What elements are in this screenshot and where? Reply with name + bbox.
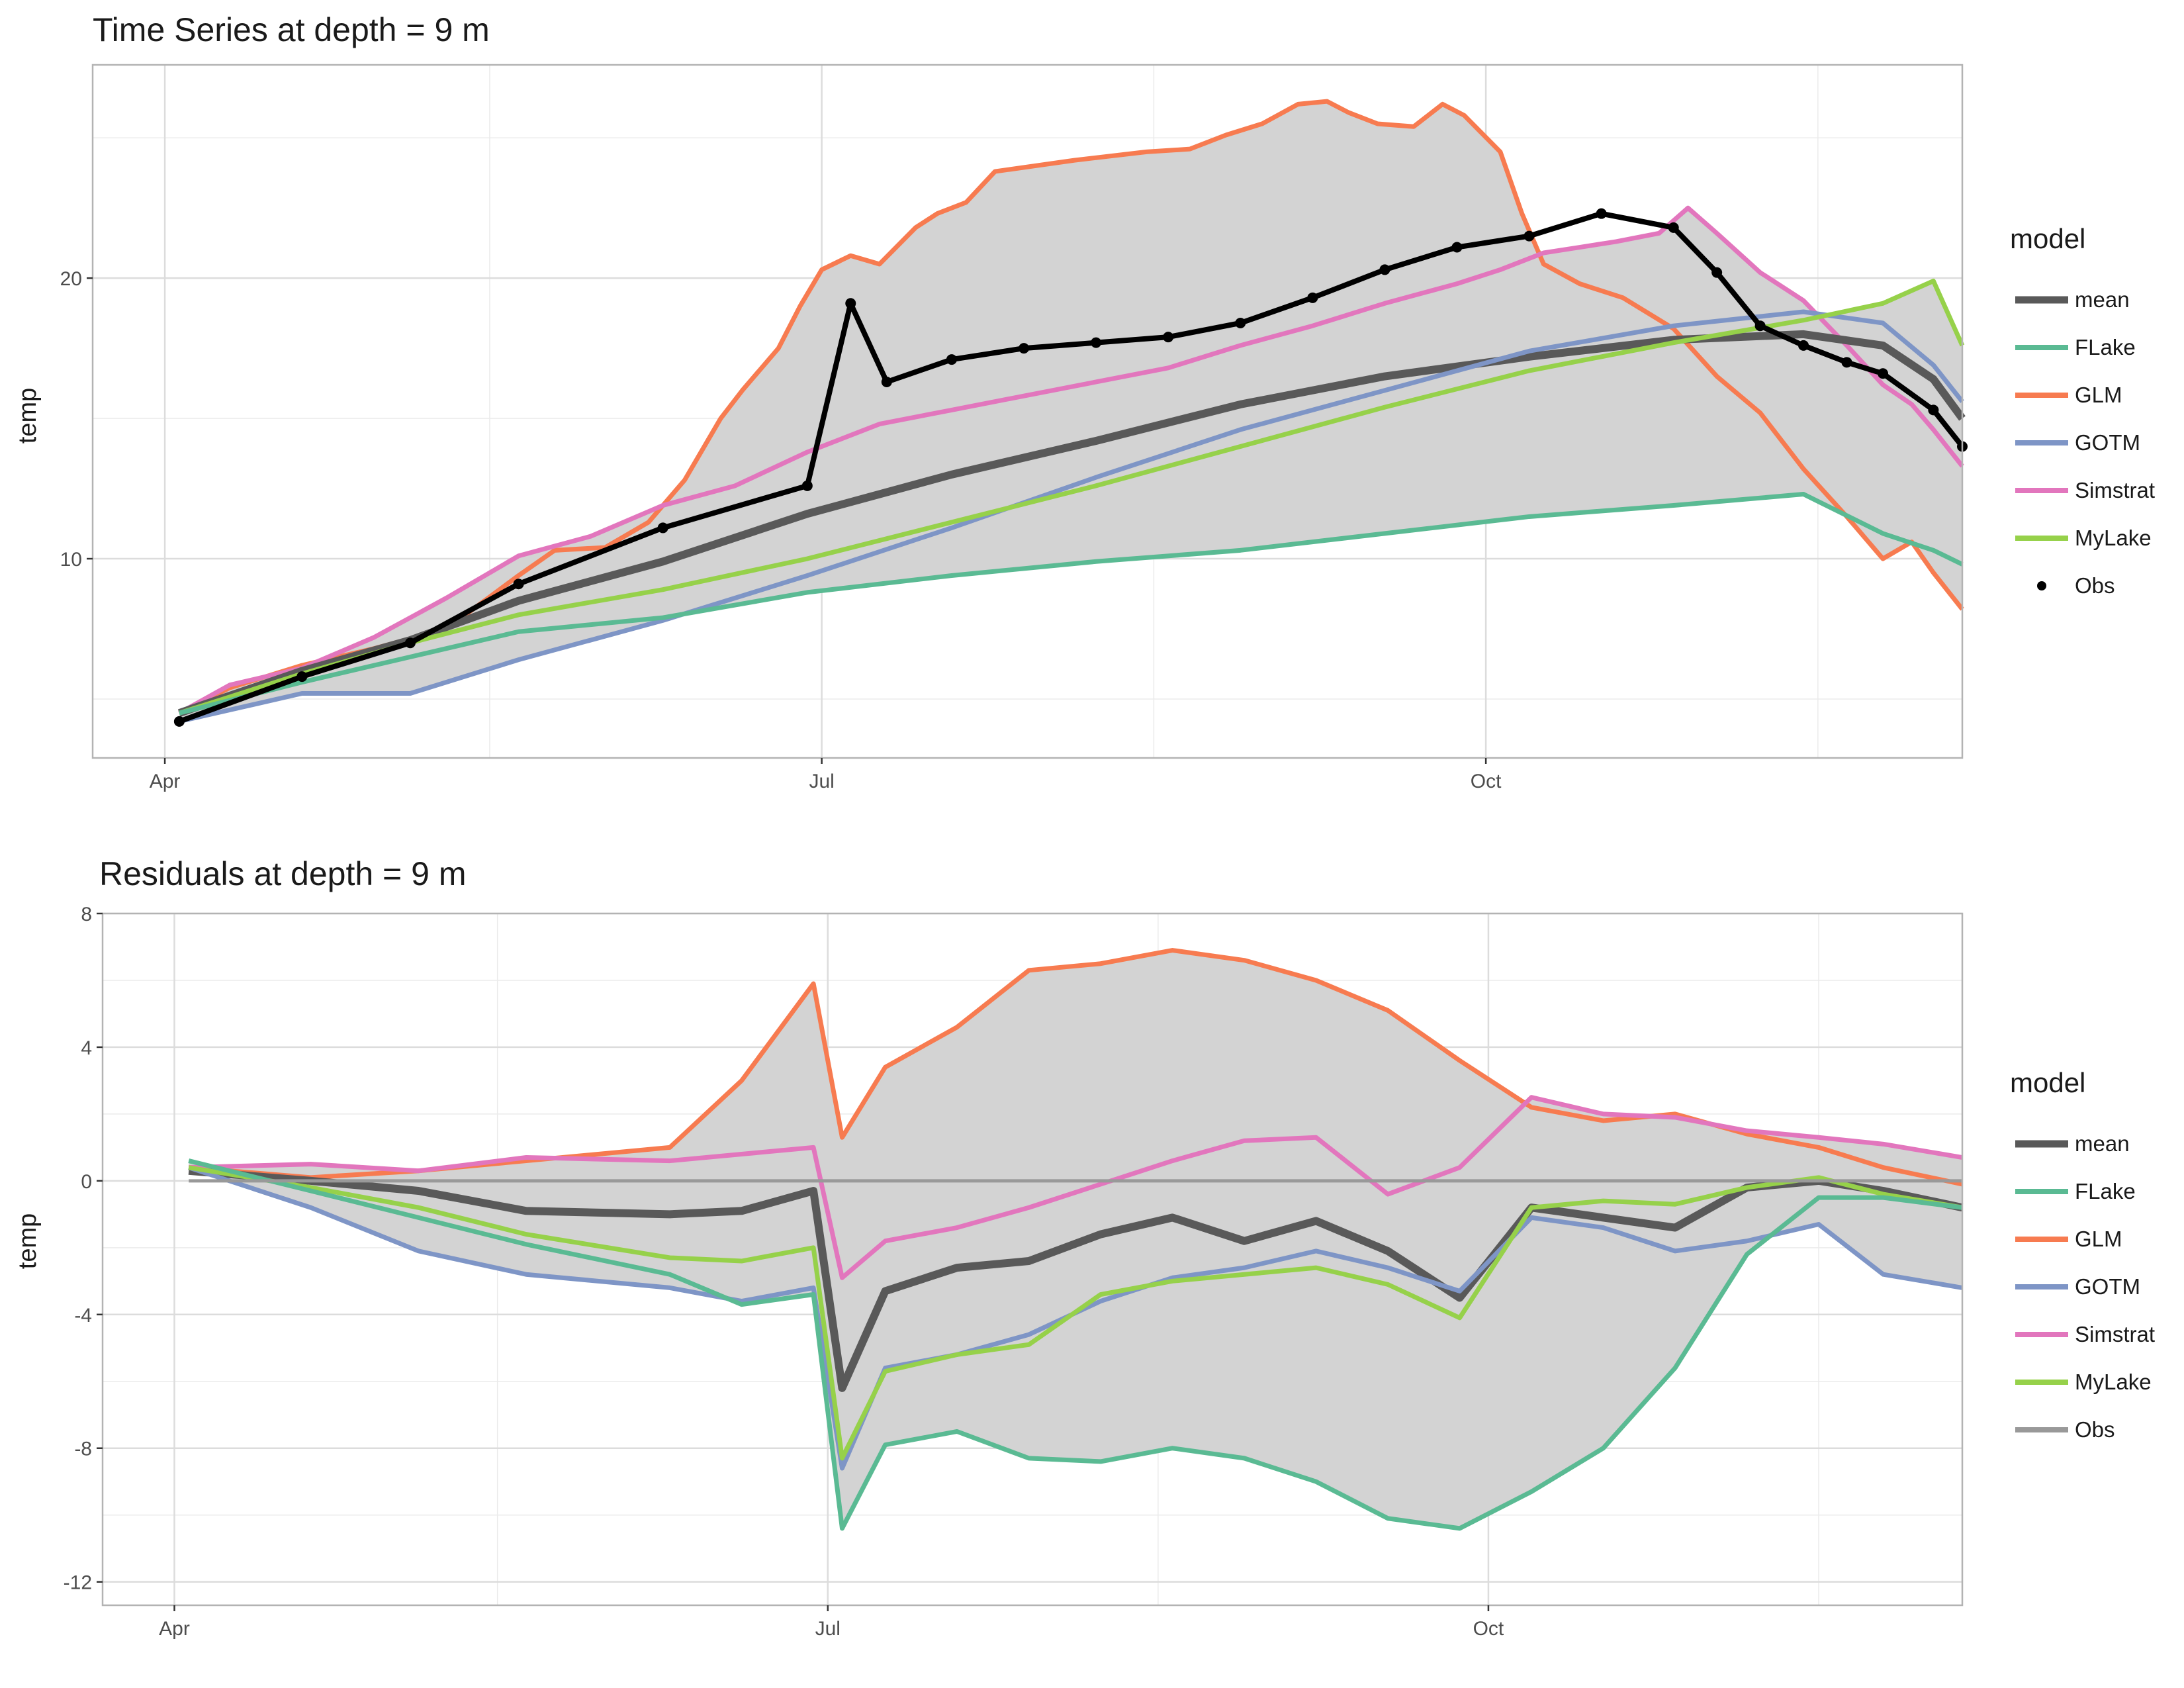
obs-point <box>1451 242 1463 253</box>
legend-label: MyLake <box>2075 526 2152 550</box>
obs-point <box>881 376 892 387</box>
top-panel-border <box>91 64 1964 759</box>
obs-point <box>1754 320 1766 332</box>
legend-label: Simstrat <box>2075 1322 2155 1346</box>
y-axis-label: temp <box>14 1213 42 1269</box>
series-line-mean <box>188 1166 1964 1392</box>
y-tick-label: 8 <box>81 904 92 925</box>
obs-point <box>1596 208 1607 219</box>
series-line-gotm <box>179 309 1964 724</box>
chart-title: Time Series at depth = 9 m <box>93 11 490 48</box>
legend-item-mean: mean <box>2015 287 2130 312</box>
legend-item-mylake: MyLake <box>2015 526 2152 550</box>
obs-point <box>513 579 524 590</box>
obs-point <box>1878 368 1889 379</box>
residuals-chart: Residuals at depth = 9 m temp 8 4 0 -4 -8 -12… <box>14 855 2155 1640</box>
obs-point <box>296 671 308 682</box>
legend-item-glm: GLM <box>2015 383 2122 407</box>
legend-title: model <box>2010 1067 2085 1098</box>
x-tick-label: Jul <box>815 1618 841 1640</box>
chart-title: Residuals at depth = 9 m <box>99 855 467 892</box>
obs-point <box>1668 222 1679 233</box>
x-tick-label: Apr <box>159 1618 190 1640</box>
obs-point <box>404 637 416 649</box>
obs-point <box>657 522 668 534</box>
legend-label: GLM <box>2075 1227 2122 1251</box>
bottom-panel-border <box>101 912 1964 1607</box>
legend-label: FLake <box>2075 1179 2136 1203</box>
legend-label: mean <box>2075 287 2130 312</box>
obs-point <box>1163 332 1174 343</box>
obs-point <box>1711 267 1723 278</box>
legend-item-simstrat: Simstrat <box>2015 478 2155 502</box>
obs-point <box>1307 292 1318 303</box>
legend-label: mean <box>2075 1131 2130 1156</box>
series-line-mylake <box>188 1165 1963 1461</box>
obs-point <box>1798 340 1809 351</box>
top-legend: model mean FLake GLM GOTM Simstrat MyLake Obs <box>2010 223 2155 598</box>
legend-label: Obs <box>2075 1417 2115 1442</box>
ensemble-range-ribbon <box>189 950 1962 1528</box>
obs-point <box>1379 264 1390 275</box>
legend-item-mylake: MyLake <box>2015 1370 2152 1394</box>
legend-item-flake: FLake <box>2015 335 2136 359</box>
legend-item-simstrat: Simstrat <box>2015 1322 2155 1346</box>
obs-point <box>801 480 813 491</box>
legend-label: GOTM <box>2075 430 2140 455</box>
legend-item-gotm: GOTM <box>2015 430 2140 455</box>
series-line-obs <box>178 211 1965 724</box>
series-line-mean <box>177 330 1966 717</box>
obs-point <box>1019 343 1030 354</box>
legend-label: FLake <box>2075 335 2136 359</box>
y-tick-label: -8 <box>74 1438 92 1460</box>
obs-point <box>946 354 957 365</box>
legend-label: GLM <box>2075 383 2122 407</box>
y-tick-label: 20 <box>60 268 82 290</box>
y-tick-label: 10 <box>60 549 82 571</box>
time-series-panel: Time Series at depth = 9 m temp 10 20 Apr J… <box>14 11 2155 792</box>
legend-item-glm: GLM <box>2015 1227 2122 1251</box>
time-series-chart: Time Series at depth = 9 m temp 10 20 Apr J… <box>14 11 2155 792</box>
obs-point <box>173 716 185 727</box>
ensemble-range-ribbon <box>179 101 1963 722</box>
y-tick-label: -4 <box>74 1305 92 1327</box>
x-tick-label: Oct <box>1471 771 1502 792</box>
obs-point <box>1841 357 1852 368</box>
y-tick-label: 4 <box>81 1037 92 1059</box>
x-tick-label: Apr <box>150 771 181 792</box>
obs-point <box>1235 317 1246 328</box>
legend-label: Obs <box>2075 573 2115 598</box>
series-line-simstrat <box>178 205 1964 716</box>
x-tick-label: Oct <box>1473 1618 1504 1640</box>
legend-item-obs: Obs <box>2015 1417 2115 1442</box>
legend-title: model <box>2010 223 2085 254</box>
series-line-flake <box>179 492 1964 716</box>
y-tick-label: 0 <box>81 1171 92 1193</box>
legend-key-point <box>2037 581 2046 590</box>
bottom-legend: model mean FLake GLM GOTM Simstrat MyLake Obs <box>2010 1067 2155 1442</box>
series-line-simstrat <box>189 1095 1963 1280</box>
x-tick-label: Jul <box>809 771 834 792</box>
obs-point <box>1524 230 1535 242</box>
obs-point <box>845 298 856 309</box>
legend-item-gotm: GOTM <box>2015 1274 2140 1299</box>
legend-item-flake: FLake <box>2015 1179 2136 1203</box>
y-tick-label: -12 <box>64 1572 92 1594</box>
legend-label: Simstrat <box>2075 478 2155 502</box>
obs-point <box>1091 337 1102 348</box>
y-axis-label: temp <box>14 388 42 444</box>
series-line-glm <box>178 99 1964 716</box>
legend-label: MyLake <box>2075 1370 2152 1394</box>
legend-label: GOTM <box>2075 1274 2140 1299</box>
legend-item-mean: mean <box>2015 1131 2130 1156</box>
series-line-flake <box>188 1158 1963 1531</box>
obs-point <box>1928 404 1939 416</box>
legend-item-obs: Obs <box>2037 573 2115 598</box>
residuals-panel: Residuals at depth = 9 m temp 8 4 0 -4 -8 -12… <box>0 844 2184 1688</box>
series-line-mylake <box>178 278 1965 716</box>
